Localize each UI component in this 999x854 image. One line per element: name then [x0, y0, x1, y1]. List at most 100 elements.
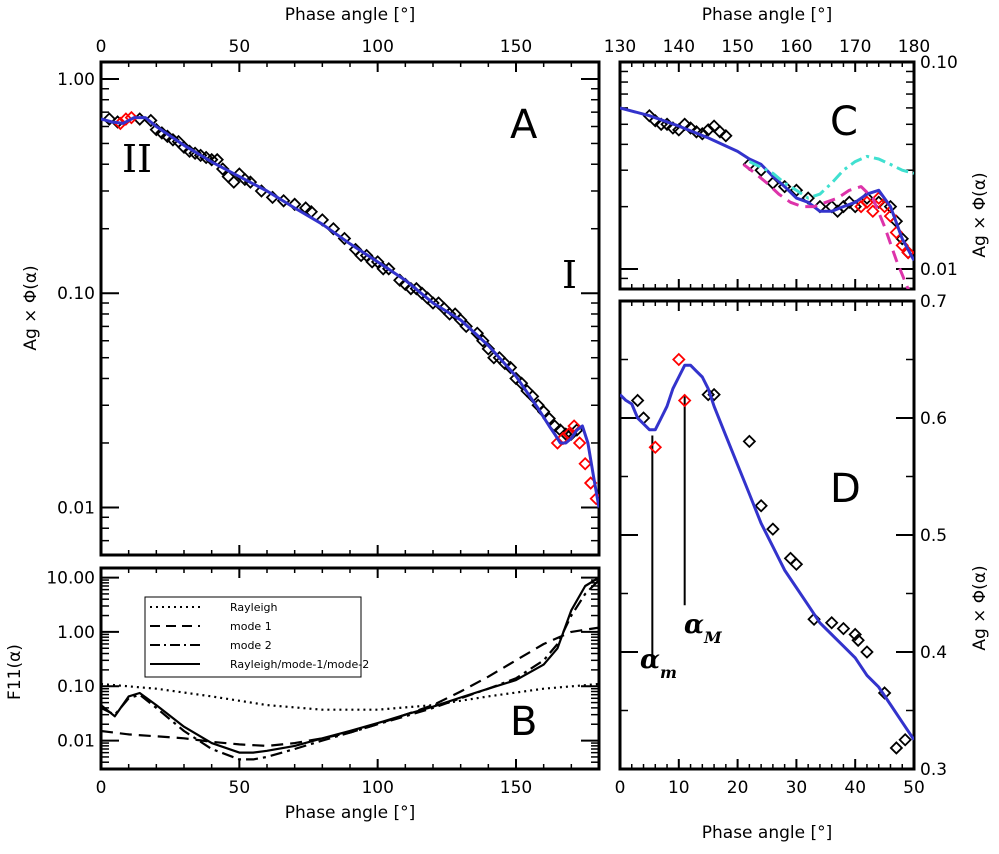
panel-c-xlabel: Phase angle [°] [702, 5, 833, 25]
x-tick-label: 50 [229, 37, 251, 57]
data-point-observations [701, 387, 715, 402]
y-tick-label: 0.10 [57, 284, 95, 304]
data-point-observations [160, 129, 175, 144]
data-point-observations [789, 557, 804, 572]
panel-b-ylabel: F11(α) [5, 644, 25, 700]
data-point-observations-highlighted- [901, 245, 914, 260]
x-tick-label: 10 [668, 778, 690, 798]
panel-b-data [101, 576, 599, 761]
x-tick-label: 150 [500, 778, 532, 798]
y-tick-label: 0.3 [920, 760, 947, 780]
data-point-observations [630, 393, 645, 408]
x-tick-label: 130 [604, 37, 636, 57]
data-point-observations [742, 434, 757, 449]
alpha-max-subscript: M [703, 628, 723, 647]
panel-b-ticks: 0 50 100 150 0.01 0.10 1.00 10.00 [46, 568, 600, 798]
panel-d-xlabel: Phase angle [°] [702, 823, 833, 843]
panel-b-letter: B [510, 699, 537, 745]
data-point-observations [459, 319, 473, 334]
panel-a-ylabel: Ag × Φ(α) [21, 265, 41, 350]
panel-d-ticks: 0 10 20 30 40 500.3 0.4 0.5 0.6 0.7 [615, 292, 947, 798]
y-tick-label: 0.7 [920, 292, 947, 312]
x-tick-label: 140 [663, 37, 695, 57]
x-tick-label: 0 [96, 778, 107, 798]
panel-c-letter: C [830, 99, 858, 145]
data-point-observations [883, 199, 898, 214]
y-tick-label: 1.00 [57, 623, 95, 643]
data-point-observations [719, 129, 733, 143]
data-point-observations [204, 152, 219, 167]
panel-d-ylabel: Ag × Φ(α) [970, 565, 990, 650]
x-tick-label: 50 [229, 778, 251, 798]
panel-c-ticks: 130 140 150 160 170 180 0.01 0.10 [604, 37, 958, 289]
data-point-observations [481, 342, 496, 356]
x-tick-label: 0 [96, 37, 107, 57]
x-tick-label: 50 [903, 778, 925, 798]
data-point-observations-highlighted- [119, 112, 133, 126]
x-tick-label: 180 [898, 37, 930, 57]
y-tick-label: 0.01 [57, 498, 95, 518]
y-tick-label: 0.01 [920, 260, 958, 280]
y-tick-label: 0.10 [57, 677, 95, 697]
data-point-observations-highlighted- [648, 440, 663, 455]
data-point-observations-highlighted- [866, 204, 880, 219]
x-tick-label: 160 [780, 37, 812, 57]
alpha-max-symbol: α [684, 610, 704, 640]
panel-b-xlabel: Phase angle [°] [285, 803, 416, 823]
x-tick-label: 100 [361, 778, 393, 798]
data-point-observations-highlighted- [578, 456, 592, 471]
panel-a: 0 50 100 150 0.01 0.10 1.00 Phase angle [°] Ag… [21, 5, 601, 557]
data-point-observations [860, 645, 874, 659]
alpha-min-label: α m [640, 645, 677, 682]
legend-label-mode-2: mode 2 [230, 639, 272, 652]
series-line-rayleigh-mode-1-mode-2 [101, 576, 599, 754]
data-point-observations-highlighted- [589, 491, 599, 506]
panel-a-letter: A [510, 102, 538, 148]
series-line-model-blue- [620, 106, 914, 262]
data-point-observations [754, 498, 768, 513]
data-point-observations [326, 221, 341, 236]
data-point-observations [701, 123, 715, 137]
panel-c-data [620, 106, 914, 289]
data-point-observations [287, 197, 302, 212]
y-tick-label: 0.10 [920, 53, 958, 73]
data-point-observations [177, 140, 191, 155]
panel-c-ylabel: Ag × Φ(α) [970, 172, 990, 257]
data-point-observations [713, 125, 727, 139]
x-tick-label: 20 [727, 778, 749, 798]
data-point-observations-highlighted- [677, 393, 692, 408]
x-tick-label: 100 [361, 37, 393, 57]
x-tick-label: 170 [839, 37, 871, 57]
series-line-model-cyan-dash-dot- [748, 154, 914, 200]
legend-label-mode-1: mode 1 [230, 620, 272, 633]
y-tick-label: 0.4 [920, 643, 947, 663]
x-tick-label: 40 [844, 778, 866, 798]
data-point-observations-highlighted- [672, 352, 686, 367]
x-tick-label: 150 [721, 37, 753, 57]
data-point-observations-highlighted- [572, 436, 587, 450]
data-point-observations [851, 633, 865, 648]
panel-c: 130 140 150 160 170 180 0.01 0.10 Phase angle [… [604, 5, 990, 291]
panel-c-frame [618, 60, 916, 291]
alpha-max-label: α M [684, 610, 723, 647]
x-tick-label: 0 [615, 778, 626, 798]
annotation-roman-one: I [562, 253, 577, 297]
data-point-observations [227, 175, 241, 189]
panel-a-ticks: 0 50 100 150 0.01 0.10 1.00 [57, 37, 600, 555]
legend-label-rayleigh: Rayleigh [230, 601, 278, 614]
x-tick-label: 30 [786, 778, 808, 798]
alpha-min-symbol: α [640, 645, 660, 675]
y-tick-label: 0.6 [920, 409, 947, 429]
data-point-observations [559, 427, 573, 441]
panel-a-xlabel: Phase angle [°] [285, 5, 416, 25]
panel-b-legend: Rayleigh mode 1 mode 2 Rayleigh/mode-1/m… [144, 596, 369, 678]
data-point-observations [683, 121, 698, 135]
series-line-mode-2 [101, 579, 599, 761]
data-point-observations [783, 551, 798, 566]
data-point-observations-highlighted- [860, 195, 874, 210]
series-line-model [101, 116, 599, 508]
y-tick-label: 0.01 [57, 732, 95, 752]
data-point-observations-highlighted- [124, 110, 139, 125]
panel-d: 0 10 20 30 40 500.3 0.4 0.5 0.6 0.7 Phase angle [… [615, 292, 990, 843]
